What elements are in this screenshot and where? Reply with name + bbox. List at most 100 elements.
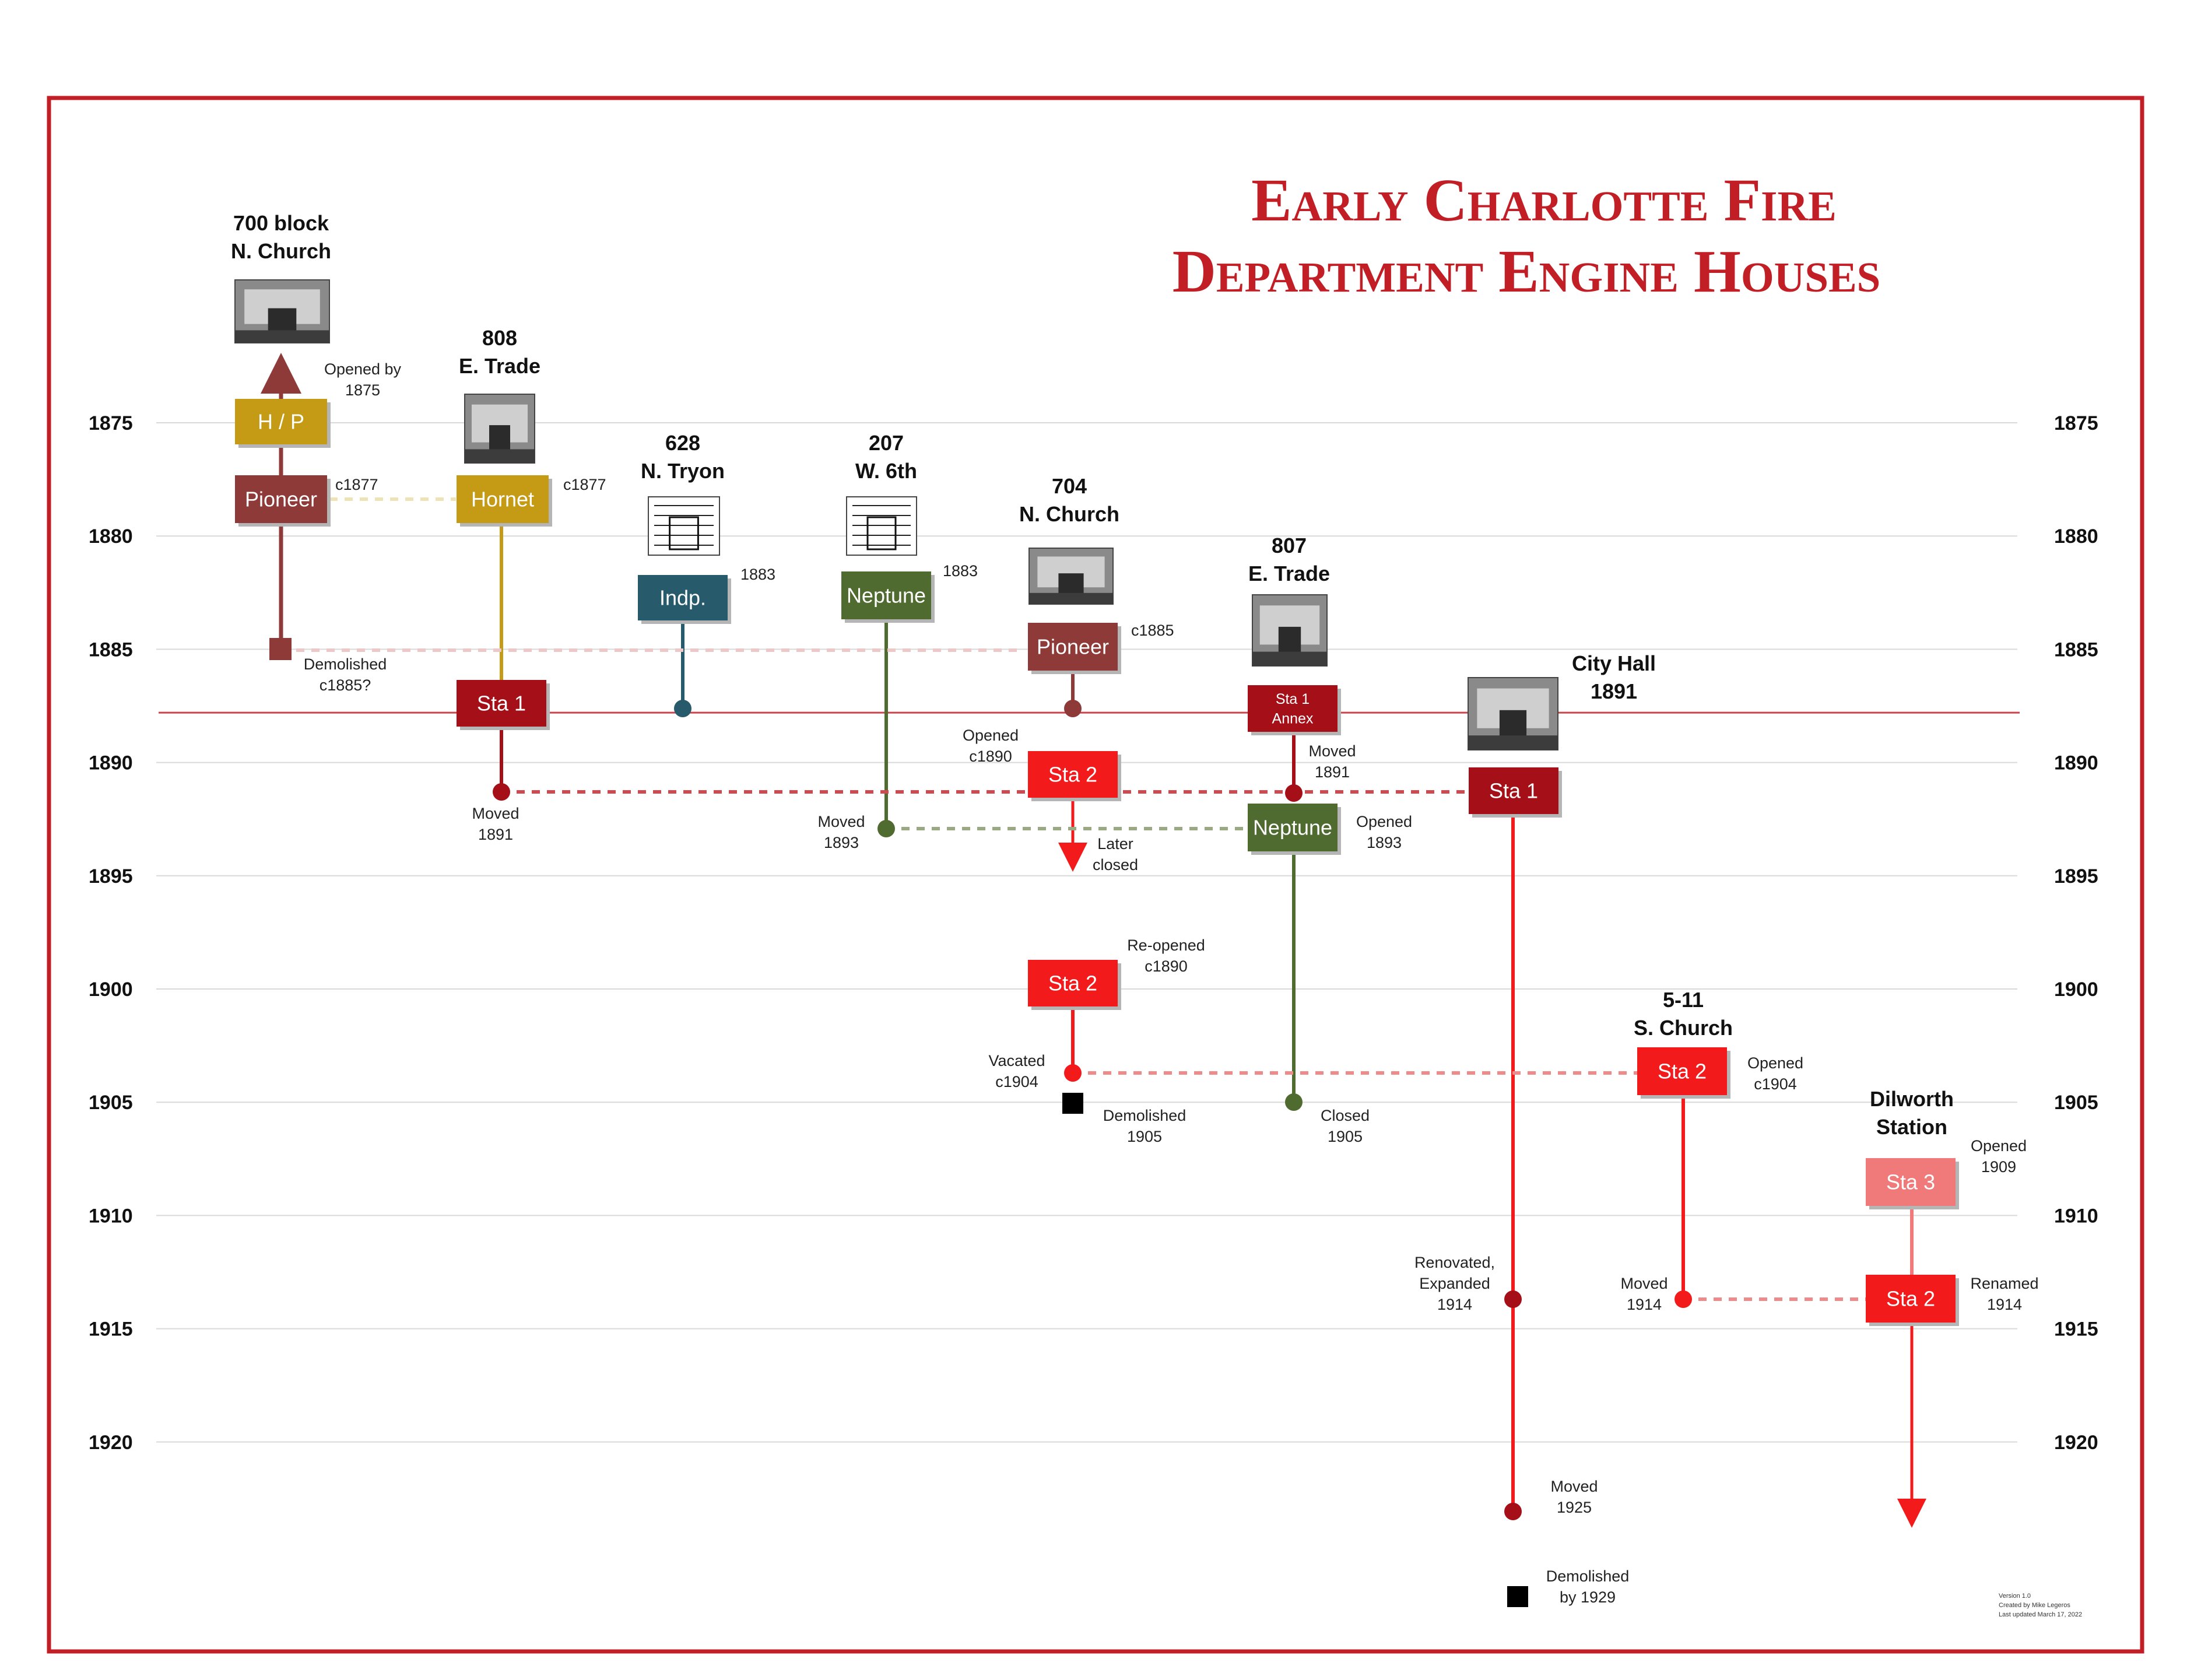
company-box-sta2_a: Sta 2 (1028, 751, 1121, 801)
icon-ground (465, 449, 535, 463)
year-label-right-1920: 1920 (2054, 1432, 2098, 1454)
dot-indp-1888 (674, 700, 691, 717)
location-loc_207_6th-line1: 207 (869, 431, 904, 455)
note-moved_1893-line2: 1893 (824, 834, 859, 851)
company-label-pioneer1: Pioneer (245, 487, 317, 511)
location-loc_511_church-line2: S. Church (1634, 1016, 1733, 1040)
photo-icon-loc_704_church (1028, 548, 1114, 605)
note-moved_1914-line2: 1914 (1627, 1296, 1662, 1313)
note-opened_c1890-line2: c1890 (969, 748, 1012, 765)
photo-icon-loc_city_hall (1468, 677, 1558, 750)
icon-ground (235, 330, 329, 343)
year-label-left-1895: 1895 (89, 865, 133, 888)
location-loc_807_trade-line2: E. Trade (1248, 562, 1330, 585)
note-opened_c1890-line1: Opened (963, 727, 1019, 744)
frame-border (47, 96, 2144, 1654)
year-label-right-1885: 1885 (2054, 639, 2098, 661)
note-opened_1893-line1: Opened (1356, 813, 1412, 830)
location-loc_city_hall-line2: 1891 (1591, 679, 1637, 703)
dot-sta2-moved-1914 (1675, 1290, 1692, 1308)
company-label-sta3: Sta 3 (1886, 1170, 1935, 1194)
note-later_closed-line2: closed (1093, 856, 1138, 874)
note-demolished_1929-line2: by 1929 (1560, 1588, 1616, 1606)
sketch-icon-loc_628_tryon (648, 496, 720, 556)
note-moved_1914-line1: Moved (1620, 1275, 1668, 1292)
location-loc_dilworth-line2: Station (1876, 1115, 1947, 1139)
box-fill (1866, 1158, 1956, 1206)
location-loc_700_church-line2: N. Church (231, 239, 331, 263)
dot-pioneer-1888 (1064, 700, 1082, 717)
note-vacated_c1904-line2: c1904 (995, 1073, 1038, 1090)
year-label-right-1910: 1910 (2054, 1205, 2098, 1227)
company-label-hp: H / P (258, 410, 304, 434)
note-vacated_c1904-line1: Vacated (988, 1052, 1045, 1069)
company-label-sta2_d: Sta 2 (1886, 1287, 1935, 1311)
note-renovated_1914-line1: Renovated, (1414, 1254, 1495, 1271)
note-demolished_1905-line1: Demolished (1103, 1107, 1186, 1124)
icon-door (1499, 710, 1527, 739)
location-loc_808_trade-line2: E. Trade (459, 354, 540, 378)
box-fill (1469, 767, 1558, 814)
company-label-sta1_annex: Sta 1 (1276, 691, 1310, 707)
note-reopened_c1890-line1: Re-opened (1127, 937, 1205, 954)
year-label-right-1890: 1890 (2054, 752, 2098, 774)
note-reopened_c1890-line2: c1890 (1145, 958, 1188, 975)
location-loc_704_church-line2: N. Church (1019, 502, 1119, 526)
note-opened_1893-line2: 1893 (1367, 834, 1402, 851)
location-loc_704_church-line1: 704 (1052, 474, 1087, 498)
company-label-sta1_trade: Sta 1 (477, 692, 526, 716)
location-loc_628_tryon-line2: N. Tryon (641, 459, 725, 483)
note-opened_1909-line2: 1909 (1981, 1158, 2016, 1176)
box-fill (457, 680, 546, 727)
title-line-1: Early Charlotte Fire (1251, 167, 1837, 234)
box-fill (235, 399, 327, 444)
location-loc_628_tryon-line1: 628 (665, 431, 700, 455)
version-line-2: Created by Mike Legeros (1999, 1602, 2070, 1609)
icon-ground (1468, 735, 1558, 750)
company-box-neptune1: Neptune (841, 571, 935, 623)
dot-sta2-vacated-1904 (1064, 1064, 1082, 1082)
note-opened_by_1875-line2: 1875 (345, 381, 380, 399)
year-label-left-1890: 1890 (89, 752, 133, 774)
company-box-sta2_b: Sta 2 (1028, 960, 1121, 1010)
company-label-indp: Indp. (659, 586, 706, 610)
note-moved_1925-line2: 1925 (1557, 1499, 1592, 1516)
company-box-sta1_trade: Sta 1 (457, 680, 550, 730)
company-box-pioneer1: Pioneer (235, 475, 331, 527)
location-loc_dilworth-line1: Dilworth (1870, 1087, 1954, 1111)
year-label-left-1885: 1885 (89, 639, 133, 661)
company-label-neptune1: Neptune (847, 584, 926, 608)
note-c1885-line1: c1885 (1131, 622, 1174, 639)
box-fill (457, 475, 549, 523)
company-box-neptune2: Neptune (1248, 804, 1341, 855)
note-moved_1891_b-line2: 1891 (1315, 763, 1350, 781)
box-fill (1248, 685, 1338, 732)
year-label-left-1880: 1880 (89, 525, 133, 548)
company-label-sta2_a: Sta 2 (1048, 763, 1097, 787)
note-opened_c1904-line1: Opened (1747, 1054, 1803, 1072)
note-demolished_1905-line2: 1905 (1127, 1128, 1162, 1145)
note-opened_by_1875-line1: Opened by (324, 360, 402, 378)
icon-ground (1029, 592, 1113, 604)
note-c1877_b-line1: c1877 (563, 476, 606, 493)
photo-icon-loc_807_trade (1252, 594, 1328, 667)
icon-door (1058, 573, 1084, 596)
year-label-right-1905: 1905 (2054, 1092, 2098, 1114)
note-demolished_c1885-line1: Demolished (304, 655, 387, 673)
note-moved_1893-line1: Moved (817, 813, 865, 830)
note-t1883_b-line1: 1883 (943, 562, 978, 580)
version-line-3: Last updated March 17, 2022 (1999, 1611, 2082, 1618)
note-moved_1891_b-line1: Moved (1308, 742, 1356, 760)
company-label-neptune2: Neptune (1253, 816, 1332, 840)
icon-door (268, 308, 297, 334)
year-label-right-1875: 1875 (2054, 412, 2098, 434)
year-label-right-1895: 1895 (2054, 865, 2098, 888)
dot-neptune-closed-1905 (1285, 1093, 1303, 1111)
note-later_closed-line1: Later (1097, 835, 1133, 853)
company-box-sta2_d: Sta 2 (1866, 1275, 1959, 1326)
note-moved_1925-line1: Moved (1550, 1478, 1598, 1495)
company-label-sta2_c: Sta 2 (1658, 1060, 1707, 1083)
year-label-left-1910: 1910 (89, 1205, 133, 1227)
dot-neptune-moved-1893 (877, 820, 895, 837)
